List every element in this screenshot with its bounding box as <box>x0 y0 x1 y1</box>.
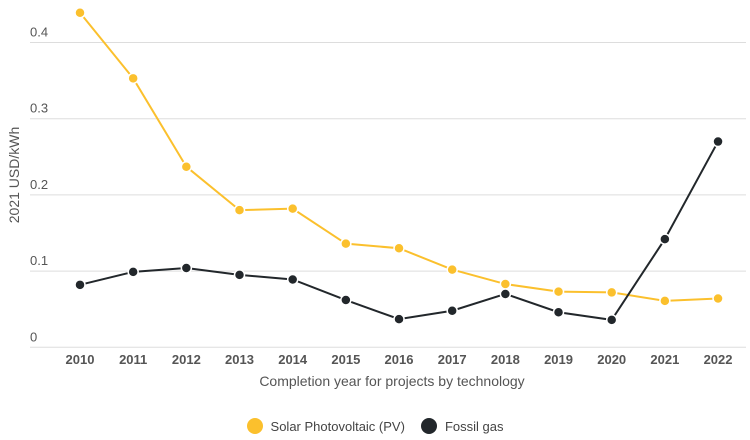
series-1 <box>74 135 724 326</box>
data-point[interactable] <box>180 262 193 274</box>
data-point[interactable] <box>659 295 671 307</box>
legend-marker-fossil-gas <box>420 418 437 434</box>
legend-label-fossil-gas: Fossil gas <box>444 418 504 434</box>
data-point[interactable] <box>659 233 671 245</box>
x-axis-title: Completion year for projects by technolo… <box>259 373 524 389</box>
data-point[interactable] <box>127 72 139 85</box>
series-group <box>74 7 724 326</box>
y-tick-label: 0 <box>30 329 37 344</box>
x-tick-label: 2010 <box>66 352 95 367</box>
x-tick-label: 2021 <box>650 352 679 367</box>
legend-marker-solar <box>246 418 263 434</box>
legend-item-solar[interactable]: Solar Photovoltaic (PV) <box>246 418 405 434</box>
x-tick-label: 2013 <box>225 352 254 367</box>
x-tick-label: 2015 <box>331 352 360 367</box>
data-point[interactable] <box>712 135 724 148</box>
x-tick-label: 2022 <box>704 352 733 367</box>
legend-item-fossil-gas[interactable]: Fossil gas <box>420 418 504 434</box>
data-point[interactable] <box>233 269 246 281</box>
data-point[interactable] <box>446 304 458 317</box>
y-tick-label: 0.1 <box>30 253 48 268</box>
gridlines <box>30 42 746 348</box>
x-tick-label: 2011 <box>119 352 147 367</box>
x-tick-label: 2020 <box>597 352 626 367</box>
data-point[interactable] <box>233 204 246 216</box>
x-tick-label: 2012 <box>172 352 201 367</box>
x-tick-label: 2018 <box>491 352 520 367</box>
data-point[interactable] <box>605 286 618 299</box>
y-axis-ticks: 0 0.1 0.2 0.3 0.4 <box>30 25 48 345</box>
legend: Solar Photovoltaic (PV) Fossil gas <box>0 418 750 434</box>
series-0 <box>74 7 724 307</box>
data-point[interactable] <box>74 279 86 291</box>
data-point[interactable] <box>712 292 724 305</box>
data-point[interactable] <box>605 314 618 326</box>
x-tick-label: 2017 <box>438 352 467 367</box>
data-point[interactable] <box>446 263 458 276</box>
x-tick-label: 2014 <box>278 352 308 367</box>
data-point[interactable] <box>127 266 139 278</box>
data-point[interactable] <box>552 306 565 318</box>
data-point[interactable] <box>499 278 512 290</box>
data-point[interactable] <box>74 7 86 19</box>
data-point[interactable] <box>340 294 352 306</box>
line-chart: 00.10.20.30.4 2010 2011 2012 2013 2014 2015 20… <box>6 7 746 389</box>
data-point[interactable] <box>180 160 193 173</box>
data-point[interactable] <box>286 273 299 286</box>
legend-label-solar: Solar Photovoltaic (PV) <box>270 418 405 434</box>
data-point[interactable] <box>499 288 512 300</box>
y-tick-label: 0.3 <box>30 101 48 116</box>
x-axis-ticks: 2010 2011 2012 2013 2014 2015 2016 2017 2018 2019… <box>66 352 733 367</box>
data-point[interactable] <box>552 285 565 298</box>
y-tick-label: 0.4 <box>30 25 48 40</box>
y-tick-label: 0.2 <box>30 177 48 192</box>
x-tick-label: 2016 <box>385 352 414 367</box>
data-point[interactable] <box>286 202 299 215</box>
data-point[interactable] <box>340 237 352 250</box>
y-axis-title: 2021 USD/kWh <box>6 127 22 223</box>
data-point[interactable] <box>393 313 405 325</box>
series-line <box>79 12 719 302</box>
x-tick-label: 2019 <box>544 352 573 367</box>
data-point[interactable] <box>393 242 405 254</box>
